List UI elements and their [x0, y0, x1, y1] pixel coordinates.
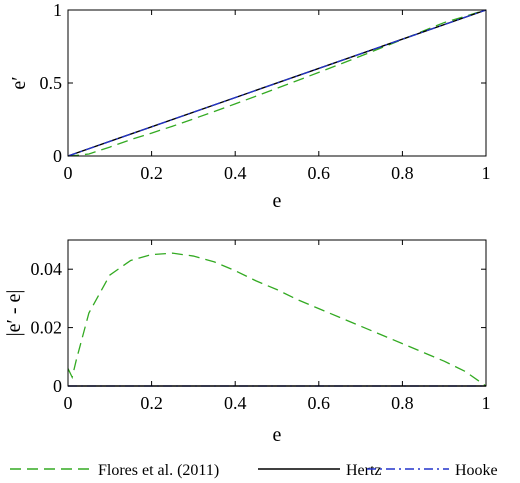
axes-frame — [67, 239, 487, 387]
x-tick-label: 0 — [64, 393, 73, 413]
y-tick-label: 0.02 — [31, 318, 63, 338]
x-axis-label: e — [273, 190, 282, 212]
y-tick-label: 0.04 — [31, 259, 63, 279]
x-tick-label: 0 — [64, 163, 73, 183]
legend: Flores et al. (2011) Hertz Hooke — [10, 462, 498, 479]
x-tick-label: 0.2 — [140, 163, 163, 183]
y-tick-label: 1 — [53, 0, 62, 20]
bottom-plot-panel: 0 0.2 0.4 0.6 0.8 1 0 0.02 0.04 e |e′ - e| — [3, 239, 491, 446]
x-tick-label: 0.6 — [308, 163, 331, 183]
y-axis-label: e′ — [8, 76, 30, 89]
y-tick-label: 0 — [53, 146, 62, 166]
legend-label-0: Flores et al. (2011) — [98, 462, 219, 479]
top-plot-panel: 0 0.2 0.4 0.6 0.8 1 0 0.5 1 e e′ — [8, 0, 491, 212]
legend-label-2: Hooke — [455, 462, 498, 479]
y-tick-label: 0 — [53, 376, 62, 396]
series-line-hooke — [67, 9, 487, 157]
x-tick-label: 1 — [482, 393, 491, 413]
series-line-hertz — [67, 9, 487, 157]
y-tick-label: 0.5 — [40, 73, 63, 93]
x-axis-label: e — [273, 424, 282, 446]
y-axis-label: |e′ - e| — [3, 290, 25, 337]
legend-label-1: Hertz — [346, 462, 382, 479]
x-tick-label: 0.6 — [308, 393, 331, 413]
x-tick-label: 0.2 — [140, 393, 163, 413]
x-tick-label: 1 — [482, 163, 491, 183]
x-tick-label: 0.8 — [391, 163, 414, 183]
series-line-flores-et-al-2011 — [67, 252, 487, 387]
x-tick-label: 0.4 — [224, 393, 247, 413]
x-tick-label: 0.8 — [391, 393, 414, 413]
x-tick-label: 0.4 — [224, 163, 247, 183]
